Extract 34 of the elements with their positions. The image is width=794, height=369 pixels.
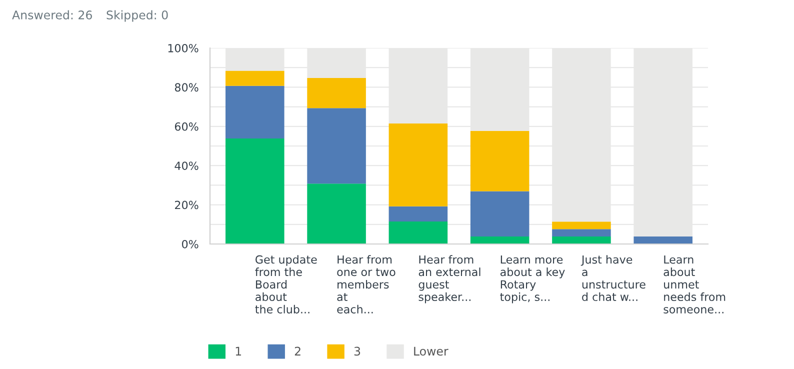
y-tick-label: 80% (174, 83, 198, 92)
bar (388, 123, 448, 206)
y-tick-label: 0% (182, 240, 198, 248)
bar (307, 78, 366, 108)
y-tick-label: 20% (175, 200, 198, 210)
x-tick-label: Learn about unmet needs from someone... (664, 255, 726, 314)
x-tick-label: Get update from the Board about the club... (255, 255, 317, 314)
y-tick-label: 100% (168, 44, 198, 52)
legend-label: 2 (294, 346, 300, 356)
x-tick-label: Hear from an external guest speaker... (418, 255, 480, 304)
legend-label: 1 (236, 346, 242, 356)
bar (388, 206, 448, 222)
bar (470, 191, 530, 237)
bar (226, 70, 284, 86)
bar (307, 108, 366, 184)
text: Answered: 26 (12, 10, 92, 20)
x-tick-label: Just have a unstructure d chat w... (580, 255, 646, 302)
bar (470, 130, 530, 192)
bar (307, 184, 366, 244)
bar (388, 221, 448, 244)
bar (634, 236, 692, 244)
legend-label: 3 (354, 346, 360, 356)
bar (226, 138, 284, 244)
bar (470, 236, 530, 244)
bar (226, 86, 284, 139)
y-tick-label: 60% (174, 122, 198, 131)
text: Skipped: 0 (106, 10, 168, 22)
x-tick-label: Learn more about a key Rotary topic, s... (500, 255, 565, 304)
bar (552, 222, 611, 230)
x-tick-label: Hear from one or two members at each... (337, 255, 396, 314)
legend-label: Lower (414, 346, 448, 356)
bar (552, 236, 611, 244)
y-tick-label: 40% (174, 162, 198, 170)
bar (552, 229, 611, 237)
